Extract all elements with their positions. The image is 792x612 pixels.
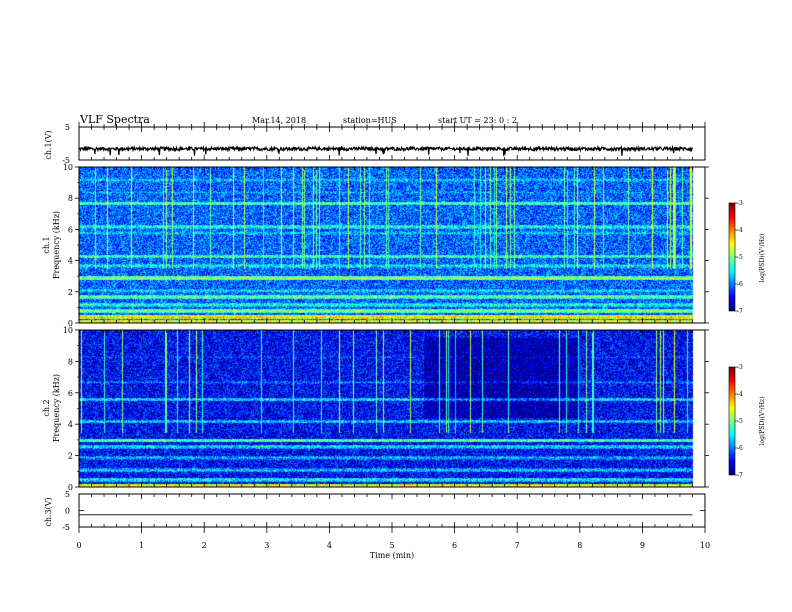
ch1-spectrogram-ylabel-top: ch.1 bbox=[42, 236, 51, 253]
x-tick-label: 2 bbox=[202, 541, 207, 550]
colorbar-tick-label: -7 bbox=[737, 308, 743, 315]
y-tick-label: 6 bbox=[68, 225, 73, 234]
colorbar-tick-label: -5 bbox=[737, 254, 743, 261]
ch1-waveform-panel: 5 -5 bbox=[62, 122, 706, 165]
x-tick-label: 8 bbox=[577, 541, 582, 550]
waveform-trace bbox=[79, 144, 694, 157]
y-tick-label: 2 bbox=[68, 288, 73, 297]
x-tick-label: 9 bbox=[640, 541, 645, 550]
ch1-spectrogram-image bbox=[79, 167, 705, 323]
station-label: station=HUS bbox=[343, 116, 397, 125]
ch2-spectrogram-image bbox=[79, 330, 705, 487]
x-tick-label: 5 bbox=[389, 541, 394, 550]
colorbar-tick-label: -4 bbox=[737, 227, 743, 234]
ch3-waveform-ylabel: ch.3(V) bbox=[44, 497, 53, 526]
ch2-colorbar: -3 -4 -5 -6 -7 bbox=[728, 364, 743, 479]
y-tick-label: 0 bbox=[65, 507, 70, 516]
ch3-waveform-panel: 5 0 -5 bbox=[62, 490, 706, 532]
ch1-spectrogram-ylabel: Frequency (kHz) bbox=[52, 211, 61, 279]
y-tick-label: 0 bbox=[68, 483, 73, 492]
ch1-colorbar: -3 -4 -5 -6 -7 bbox=[728, 200, 743, 315]
y-tick-label: -5 bbox=[62, 156, 70, 165]
y-tick-label: 0 bbox=[68, 319, 73, 328]
colorbar-gradient bbox=[729, 203, 735, 311]
y-tick-label: 2 bbox=[68, 452, 73, 461]
colorbar-tick-label: -7 bbox=[737, 472, 743, 479]
ch1-waveform-ylabel: ch.1(V) bbox=[44, 130, 53, 159]
ch2-spectrogram-ylabel: Frequency (kHz) bbox=[52, 374, 61, 442]
x-tick-label: 7 bbox=[515, 541, 520, 550]
y-tick-label: 10 bbox=[63, 326, 73, 335]
x-tick-label: 4 bbox=[327, 541, 332, 550]
colorbar-tick-label: -4 bbox=[737, 391, 743, 398]
x-axis-label: Time (min) bbox=[370, 551, 414, 560]
colorbar-tick-label: -3 bbox=[737, 200, 743, 207]
colorbar-gradient bbox=[729, 367, 735, 475]
colorbar-tick-label: -3 bbox=[737, 364, 743, 371]
colorbar-tick-label: -6 bbox=[737, 281, 743, 288]
x-tick-label: 1 bbox=[139, 541, 144, 550]
y-tick-label: 5 bbox=[65, 123, 70, 132]
y-tick-label: 4 bbox=[68, 420, 73, 429]
y-tick-label: 8 bbox=[68, 357, 73, 366]
ch2-colorbar-label: log(PSD)(V²/Hz) bbox=[759, 397, 766, 446]
y-tick-label: 10 bbox=[63, 163, 73, 172]
y-tick-label: 6 bbox=[68, 389, 73, 398]
y-tick-label: 4 bbox=[68, 257, 73, 266]
y-tick-label: 8 bbox=[68, 194, 73, 203]
time-axis: 0 1 2 3 4 5 6 7 8 9 10 bbox=[76, 527, 710, 550]
colorbar-tick-label: -6 bbox=[737, 445, 743, 452]
ch1-spectrogram-panel: 0 2 4 6 8 10 bbox=[63, 163, 709, 328]
figure-title: VLF Spectra bbox=[79, 113, 150, 126]
x-tick-label: 10 bbox=[700, 541, 710, 550]
colorbar-tick-label: -5 bbox=[737, 418, 743, 425]
y-tick-label: -5 bbox=[62, 523, 70, 532]
x-tick-label: 6 bbox=[452, 541, 457, 550]
date-label: Mar.14, 2018 bbox=[252, 116, 306, 125]
ch1-colorbar-label: log(PSD)(V²/Hz) bbox=[759, 234, 766, 283]
ch2-spectrogram-panel: 0 2 4 6 8 10 bbox=[63, 326, 709, 492]
x-tick-label: 0 bbox=[76, 541, 81, 550]
start-time-label: start UT = 23: 0 : 2 bbox=[438, 116, 517, 125]
ch2-spectrogram-ylabel-top: ch.2 bbox=[42, 399, 51, 416]
y-tick-label: 5 bbox=[65, 490, 70, 499]
x-tick-label: 3 bbox=[264, 541, 269, 550]
